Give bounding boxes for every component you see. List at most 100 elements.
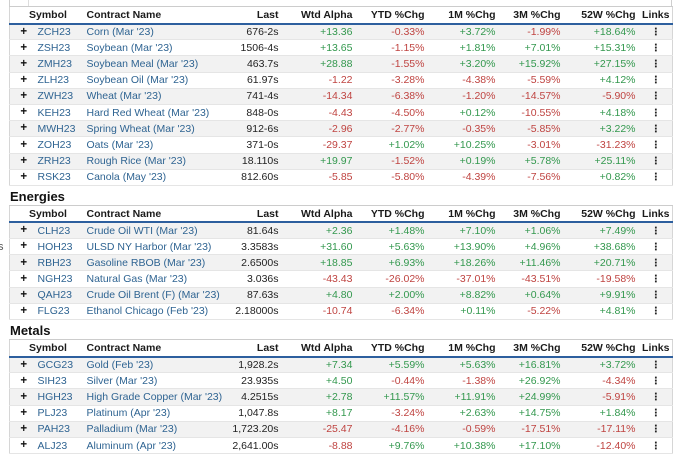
symbol-link[interactable]: PAH23 (37, 423, 71, 436)
symbol-link[interactable]: KEH23 (37, 106, 71, 119)
links-menu-icon[interactable]: ⋮ (650, 359, 661, 371)
symbol-link[interactable]: ZLH23 (37, 74, 70, 87)
table-row: + NGH23 Natural Gas (Mar '23) 3.036s -43… (9, 271, 673, 288)
last-price: 676-2s (246, 25, 279, 38)
contract-name-link[interactable]: Oats (Mar '23) (86, 138, 154, 151)
links-menu-icon[interactable]: ⋮ (650, 375, 661, 387)
expand-row-button[interactable]: + (20, 406, 28, 419)
contract-name-link[interactable]: Rough Rice (Mar '23) (86, 155, 186, 168)
expand-row-button[interactable]: + (20, 106, 28, 119)
links-menu-icon[interactable]: ⋮ (650, 424, 661, 436)
expand-row-button[interactable]: + (20, 272, 28, 285)
last-price: 1,047.8s (238, 407, 279, 420)
links-menu-icon[interactable]: ⋮ (650, 156, 661, 168)
links-menu-icon[interactable]: ⋮ (650, 123, 661, 135)
links-menu-icon[interactable]: ⋮ (650, 26, 661, 38)
symbol-link[interactable]: ZCH23 (37, 25, 71, 38)
contract-name-link[interactable]: Soybean Meal (Mar '23) (86, 57, 199, 70)
expand-row-button[interactable]: + (20, 73, 28, 86)
links-menu-icon[interactable]: ⋮ (650, 42, 661, 54)
symbol-link[interactable]: ZOH23 (37, 138, 72, 151)
contract-name-link[interactable]: Corn (Mar '23) (86, 25, 154, 38)
contract-name-link[interactable]: Hard Red Wheat (Mar '23) (86, 106, 210, 119)
expand-row-button[interactable]: + (20, 374, 28, 387)
symbol-link[interactable]: NGH23 (37, 273, 73, 286)
links-menu-icon[interactable]: ⋮ (650, 391, 661, 403)
contract-name-link[interactable]: Platinum (Apr '23) (86, 407, 171, 420)
contract-name-link[interactable]: Silver (Mar '23) (86, 374, 158, 387)
symbol-link[interactable]: MWH23 (37, 122, 76, 135)
symbol-link[interactable]: RSK23 (37, 171, 71, 184)
contract-name-link[interactable]: Canola (May '23) (86, 171, 167, 184)
expand-row-button[interactable]: + (20, 224, 28, 237)
symbol-link[interactable]: GCG23 (37, 358, 74, 371)
symbol-link[interactable]: HGH23 (37, 390, 73, 403)
contract-name-link[interactable]: Gold (Feb '23) (86, 358, 154, 371)
expand-row-button[interactable]: + (20, 25, 28, 38)
contract-name-link[interactable]: Gasoline RBOB (Mar '23) (86, 256, 206, 269)
symbol-link[interactable]: ZMH23 (37, 57, 72, 70)
links-menu-icon[interactable]: ⋮ (650, 139, 661, 151)
expand-row-button[interactable]: + (20, 57, 28, 70)
expand-row-button[interactable]: + (20, 122, 28, 135)
expand-row-button[interactable]: + (20, 423, 28, 436)
contract-name-link[interactable]: Aluminum (Apr '23) (86, 439, 177, 452)
table-row: + ZMH23 Soybean Meal (Mar '23) 463.7s +2… (9, 55, 673, 73)
symbol-link[interactable]: ZSH23 (37, 41, 71, 54)
links-menu-icon[interactable]: ⋮ (650, 290, 661, 302)
links-menu-icon[interactable]: ⋮ (650, 225, 661, 237)
contract-name-link[interactable]: Ethanol Chicago (Feb '23) (86, 305, 209, 318)
contract-name-link[interactable]: Palladium (Mar '23) (86, 423, 178, 436)
links-menu-icon[interactable]: ⋮ (650, 75, 661, 87)
symbol-link[interactable]: CLH23 (37, 224, 71, 237)
contract-name-link[interactable]: Crude Oil WTI (Mar '23) (86, 224, 198, 237)
last-price: 87.63s (246, 289, 279, 302)
symbol-link[interactable]: ALJ23 (37, 439, 68, 452)
contract-name-link[interactable]: Soybean Oil (Mar '23) (86, 74, 189, 87)
contract-name-link[interactable]: ULSD NY Harbor (Mar '23) (86, 240, 212, 253)
last-price: 2,641.00s (232, 439, 279, 452)
commodity-section: Symbol Contract Name Last Wtd Alpha YTD … (9, 6, 673, 186)
52w-pct-chg-value: -4.34% (602, 374, 636, 387)
expand-row-button[interactable]: + (20, 138, 28, 151)
symbol-link[interactable]: HOH23 (37, 240, 73, 253)
links-menu-icon[interactable]: ⋮ (650, 440, 661, 452)
links-menu-icon[interactable]: ⋮ (650, 257, 661, 269)
symbol-link[interactable]: ZWH23 (37, 90, 74, 103)
symbol-link[interactable]: PLJ23 (37, 407, 68, 420)
contract-name-link[interactable]: Crude Oil Brent (F) (Mar '23) (86, 289, 220, 302)
links-menu-icon[interactable]: ⋮ (650, 274, 661, 286)
links-menu-icon[interactable]: ⋮ (650, 172, 661, 184)
symbol-link[interactable]: FLG23 (37, 305, 70, 318)
symbol-link[interactable]: RBH23 (37, 256, 72, 269)
symbol-link[interactable]: SIH23 (37, 374, 67, 387)
expand-row-button[interactable]: + (20, 358, 28, 371)
symbol-link[interactable]: QAH23 (37, 289, 72, 302)
contract-name-link[interactable]: High Grade Copper (Mar '23) (86, 390, 223, 403)
contract-name-link[interactable]: Soybean (Mar '23) (86, 41, 173, 54)
expand-row-button[interactable]: + (20, 41, 28, 54)
links-menu-icon[interactable]: ⋮ (650, 241, 661, 253)
expand-row-button[interactable]: + (20, 154, 28, 167)
links-menu-icon[interactable]: ⋮ (650, 306, 661, 318)
links-menu-icon[interactable]: ⋮ (650, 107, 661, 119)
links-menu-icon[interactable]: ⋮ (650, 408, 661, 420)
links-menu-icon[interactable]: ⋮ (650, 91, 661, 103)
table-row: + ZCH23 Corn (Mar '23) 676-2s +13.36 -0.… (9, 23, 673, 40)
table-row: + ZSH23 Soybean (Mar '23) 1506-4s +13.65… (9, 40, 673, 56)
expand-row-button[interactable]: + (20, 256, 28, 269)
expand-row-button[interactable]: + (20, 390, 28, 403)
expand-row-button[interactable]: + (20, 90, 28, 103)
links-menu-icon[interactable]: ⋮ (650, 58, 661, 70)
column-header-52w-pct-chg: 52W %Chg (564, 339, 640, 358)
expand-row-button[interactable]: + (20, 305, 28, 318)
expand-row-button[interactable]: + (20, 240, 28, 253)
expand-row-button[interactable]: + (20, 171, 28, 184)
contract-name-link[interactable]: Spring Wheat (Mar '23) (86, 122, 195, 135)
symbol-link[interactable]: ZRH23 (37, 155, 71, 168)
contract-name-link[interactable]: Natural Gas (Mar '23) (86, 273, 188, 286)
expand-row-button[interactable]: + (20, 288, 28, 301)
contract-name-link[interactable]: Wheat (Mar '23) (86, 90, 162, 103)
column-header-last: Last (196, 339, 283, 358)
expand-row-button[interactable]: + (20, 439, 28, 452)
